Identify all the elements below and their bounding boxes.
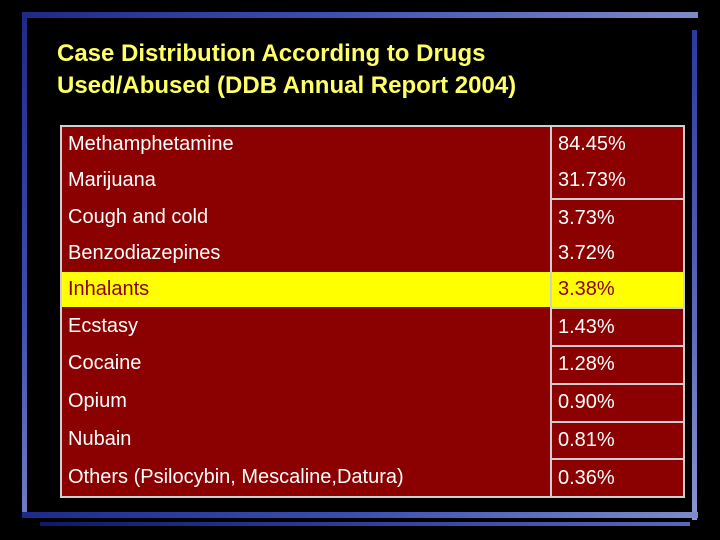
frame-left-bar [22,12,27,512]
frame-right-bar [692,30,697,520]
drug-percent: 0.36% [552,458,683,496]
drug-name: Methamphetamine [62,127,552,163]
slide-title-line-2: Used/Abused (DDB Annual Report 2004) [57,72,517,99]
frame-bottom-accent-bar [40,522,690,526]
table-row: Ecstasy 1.43% [62,307,683,346]
table-row: Cocaine 1.28% [62,345,683,383]
slide-title-line-1: Case Distribution According to Drugs [57,40,486,67]
table-row-highlighted: Inhalants 3.38% [62,271,683,308]
table-row: Nubain 0.81% [62,420,683,459]
table-row: Methamphetamine 84.45% [62,127,683,163]
drug-name: Others (Psilocybin, Mescaline,Datura) [62,458,552,496]
table-row: Benzodiazepines 3.72% [62,236,683,272]
drug-name: Opium [62,382,552,421]
table-row: Cough and cold 3.73% [62,198,683,237]
drug-percent: 0.90% [552,382,683,421]
drug-name: Inhalants [62,271,552,308]
drug-percent: 3.73% [552,198,683,236]
drug-distribution-table: Methamphetamine 84.45% Marijuana 31.73% … [60,125,685,498]
frame-top-bar [22,12,698,18]
slide-title: Case Distribution According to Drugs Use… [57,38,677,102]
drug-name: Cocaine [62,345,552,383]
table-row: Opium 0.90% [62,382,683,421]
drug-percent: 1.43% [552,307,683,345]
drug-name: Benzodiazepines [62,236,552,272]
table-row: Marijuana 31.73% [62,162,683,199]
drug-name: Cough and cold [62,198,552,237]
frame-bottom-bar [22,512,698,518]
drug-name: Ecstasy [62,307,552,346]
drug-percent: 0.81% [552,420,683,459]
drug-name: Marijuana [62,162,552,199]
drug-percent: 3.38% [552,271,683,308]
drug-percent: 1.28% [552,345,683,383]
drug-percent: 3.72% [558,242,615,265]
drug-name: Nubain [62,420,552,459]
table-row: Others (Psilocybin, Mescaline,Datura) 0.… [62,458,683,496]
drug-percent: 84.45% [558,133,626,156]
drug-percent: 31.73% [558,169,626,192]
